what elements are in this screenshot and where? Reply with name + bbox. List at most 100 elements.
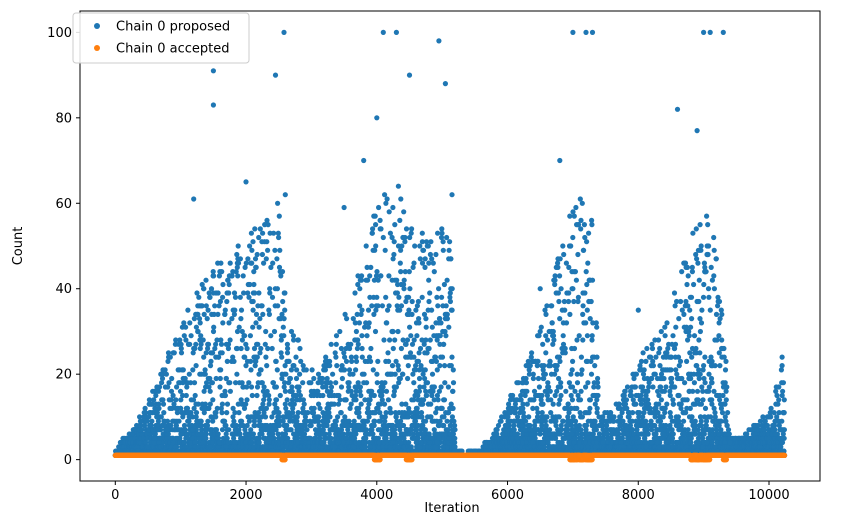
- proposed-point: [293, 375, 300, 382]
- proposed-point: [365, 307, 372, 313]
- proposed-point: [357, 286, 363, 292]
- proposed-point: [263, 405, 269, 411]
- proposed-point: [224, 410, 230, 416]
- proposed-point: [275, 303, 281, 309]
- proposed-point: [235, 273, 241, 279]
- proposed-point: [560, 418, 566, 424]
- proposed-point: [167, 354, 173, 360]
- proposed-point: [231, 418, 237, 424]
- proposed-point: [418, 439, 424, 446]
- proposed-point: [359, 333, 365, 339]
- proposed-point: [429, 324, 435, 330]
- proposed-point: [232, 427, 238, 433]
- proposed-point: [415, 298, 421, 305]
- proposed-point: [273, 358, 279, 364]
- proposed-point: [252, 422, 258, 429]
- proposed-point: [420, 401, 426, 407]
- proposed-point: [338, 410, 344, 416]
- proposed-point: [217, 375, 223, 382]
- proposed-point: [250, 307, 256, 313]
- proposed-point: [282, 388, 288, 394]
- proposed-point: [220, 281, 226, 288]
- proposed-point: [254, 392, 260, 399]
- proposed-point: [390, 328, 396, 335]
- proposed-point: [416, 320, 422, 326]
- proposed-point: [387, 337, 393, 343]
- proposed-point: [351, 431, 357, 437]
- proposed-point: [224, 427, 230, 433]
- proposed-point: [256, 324, 262, 330]
- proposed-point: [277, 247, 283, 253]
- proposed-point: [280, 418, 286, 424]
- proposed-point: [279, 269, 286, 275]
- proposed-point: [231, 358, 237, 364]
- proposed-point: [250, 444, 257, 450]
- proposed-point: [344, 316, 350, 322]
- proposed-point: [227, 380, 233, 386]
- proposed-point: [449, 414, 455, 420]
- proposed-point: [297, 392, 303, 399]
- proposed-point: [431, 269, 437, 275]
- proposed-point: [382, 247, 388, 253]
- proposed-point: [330, 371, 336, 377]
- proposed-point: [156, 388, 162, 394]
- proposed-point: [358, 401, 364, 407]
- proposed-point: [388, 410, 394, 416]
- proposed-point: [238, 316, 244, 322]
- proposed-point: [256, 435, 262, 441]
- proposed-point: [258, 345, 264, 352]
- proposed-point: [368, 264, 374, 270]
- proposed-point: [277, 392, 283, 399]
- proposed-point: [406, 439, 412, 446]
- proposed-point: [276, 234, 282, 241]
- proposed-point: [400, 422, 407, 429]
- proposed-point: [184, 431, 190, 437]
- proposed-point: [215, 431, 221, 437]
- proposed-point: [378, 273, 384, 279]
- proposed-point: [333, 380, 339, 386]
- proposed-point: [363, 427, 369, 433]
- proposed-point: [235, 243, 241, 249]
- proposed-point: [297, 371, 303, 377]
- proposed-point: [419, 230, 425, 236]
- proposed-point: [227, 260, 233, 266]
- proposed-point: [353, 328, 359, 335]
- proposed-point: [217, 384, 223, 390]
- proposed-point: [398, 269, 404, 275]
- proposed-point: [417, 345, 424, 352]
- proposed-point: [220, 320, 226, 326]
- proposed-point: [261, 260, 267, 266]
- proposed-point: [187, 320, 193, 326]
- proposed-point: [269, 294, 276, 300]
- proposed-point: [142, 422, 148, 429]
- proposed-point: [396, 422, 403, 429]
- proposed-point: [193, 410, 200, 416]
- proposed-point: [317, 405, 323, 411]
- proposed-point: [327, 414, 333, 420]
- proposed-point: [361, 371, 367, 377]
- proposed-point: [231, 290, 238, 296]
- proposed-point: [139, 427, 145, 433]
- proposed-point: [427, 337, 433, 343]
- proposed-point: [149, 418, 155, 424]
- proposed-point: [374, 371, 380, 377]
- proposed-point: [367, 273, 373, 279]
- proposed-point: [218, 260, 224, 266]
- proposed-point: [430, 260, 436, 266]
- proposed-point: [328, 341, 334, 347]
- proposed-point: [539, 422, 545, 429]
- proposed-point: [260, 311, 266, 317]
- proposed-point: [272, 247, 278, 253]
- proposed-point: [252, 226, 258, 232]
- proposed-point: [427, 290, 433, 296]
- proposed-point: [409, 298, 415, 305]
- proposed-point: [283, 371, 289, 377]
- proposed-point: [424, 392, 430, 399]
- proposed-point: [207, 294, 213, 300]
- proposed-point: [222, 418, 228, 424]
- proposed-point: [316, 414, 322, 420]
- proposed-point: [219, 410, 225, 416]
- proposed-point: [363, 243, 369, 249]
- proposed-point: [260, 230, 266, 236]
- proposed-point: [223, 422, 229, 429]
